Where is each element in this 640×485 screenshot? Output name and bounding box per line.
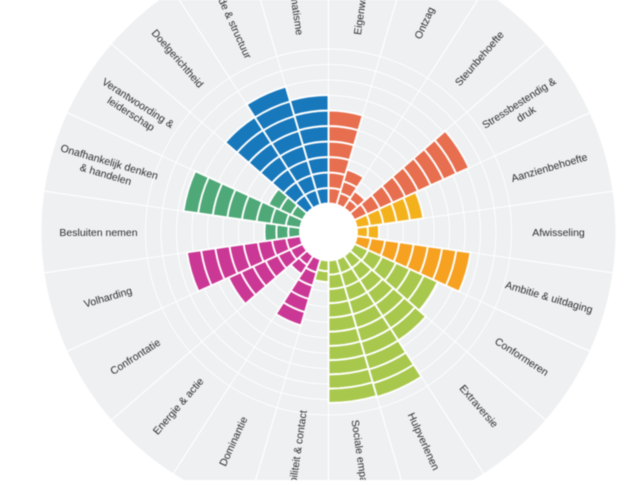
svg-text:Besluiten nemen: Besluiten nemen xyxy=(59,227,137,239)
svg-text:Afwisseling: Afwisseling xyxy=(532,227,585,239)
